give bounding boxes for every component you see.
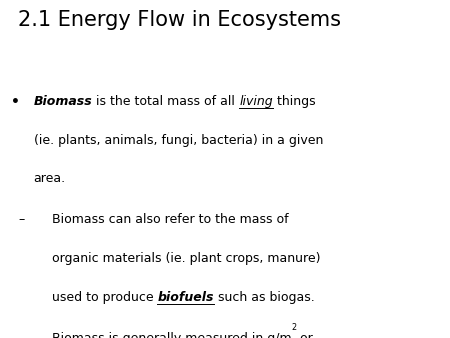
Text: (ie. plants, animals, fungi, bacteria) in a given: (ie. plants, animals, fungi, bacteria) i… xyxy=(34,134,323,146)
Text: things: things xyxy=(273,95,315,107)
Text: biofuels: biofuels xyxy=(158,291,214,304)
Text: 2: 2 xyxy=(292,323,297,332)
Text: –: – xyxy=(18,213,24,226)
Text: –: – xyxy=(18,332,24,338)
Text: such as biogas.: such as biogas. xyxy=(214,291,315,304)
Text: Biomass can also refer to the mass of: Biomass can also refer to the mass of xyxy=(52,213,288,226)
Text: or: or xyxy=(297,332,313,338)
Text: Biomass: Biomass xyxy=(34,95,93,107)
Text: area.: area. xyxy=(34,172,66,185)
Text: used to produce: used to produce xyxy=(52,291,158,304)
Text: 2.1 Energy Flow in Ecosystems: 2.1 Energy Flow in Ecosystems xyxy=(18,10,341,30)
Text: living: living xyxy=(239,95,273,107)
Text: •: • xyxy=(11,95,20,108)
Text: is the total mass of all: is the total mass of all xyxy=(93,95,239,107)
Text: Biomass is generally measured in g/m: Biomass is generally measured in g/m xyxy=(52,332,292,338)
Text: organic materials (ie. plant crops, manure): organic materials (ie. plant crops, manu… xyxy=(52,252,320,265)
